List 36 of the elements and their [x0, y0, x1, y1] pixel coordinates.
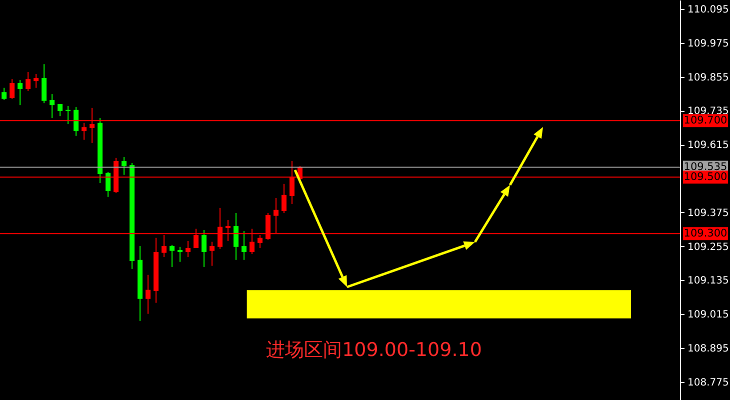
- ref-line-label: 109.700: [684, 114, 728, 127]
- candlestick: [186, 240, 191, 258]
- candlestick: [42, 64, 47, 104]
- candlestick: [170, 244, 175, 268]
- y-tick-label: 108.895: [688, 344, 729, 355]
- candlestick: [2, 87, 7, 100]
- ref-line-label: 109.500: [684, 171, 728, 184]
- y-tick-label: 108.775: [688, 377, 729, 388]
- candlestick: [74, 106, 79, 136]
- y-tick-label: 109.855: [688, 72, 729, 84]
- y-tick-label: 109.615: [688, 140, 729, 152]
- ref-line-label: 109.535: [684, 161, 728, 174]
- y-tick-label: 109.375: [688, 208, 729, 219]
- candlestick: [18, 79, 23, 106]
- candlestick: [10, 78, 15, 100]
- y-tick-label: 110.095: [688, 4, 729, 16]
- y-tick-label: 109.135: [688, 276, 729, 287]
- candlestick: [34, 74, 39, 88]
- candlestick: [202, 229, 207, 268]
- candlestick: [122, 156, 127, 176]
- ref-line-label: 109.300: [684, 228, 728, 240]
- candlestick: [146, 274, 151, 314]
- band-label: 进场区间109.00-109.10: [266, 339, 482, 361]
- candlestick: [50, 94, 55, 119]
- y-tick-label: 109.015: [688, 310, 729, 321]
- candlestick: [178, 246, 183, 262]
- candlestick: [106, 172, 111, 198]
- candlestick: [234, 212, 239, 260]
- candlestick: [26, 72, 31, 92]
- candlestick: [210, 241, 215, 266]
- candlestick: [58, 103, 63, 117]
- y-tick-label: 109.975: [688, 38, 729, 50]
- candlestick: [82, 122, 87, 140]
- y-tick-label: 109.255: [688, 242, 729, 253]
- candlestick: [282, 183, 287, 214]
- candlestick: [242, 230, 247, 260]
